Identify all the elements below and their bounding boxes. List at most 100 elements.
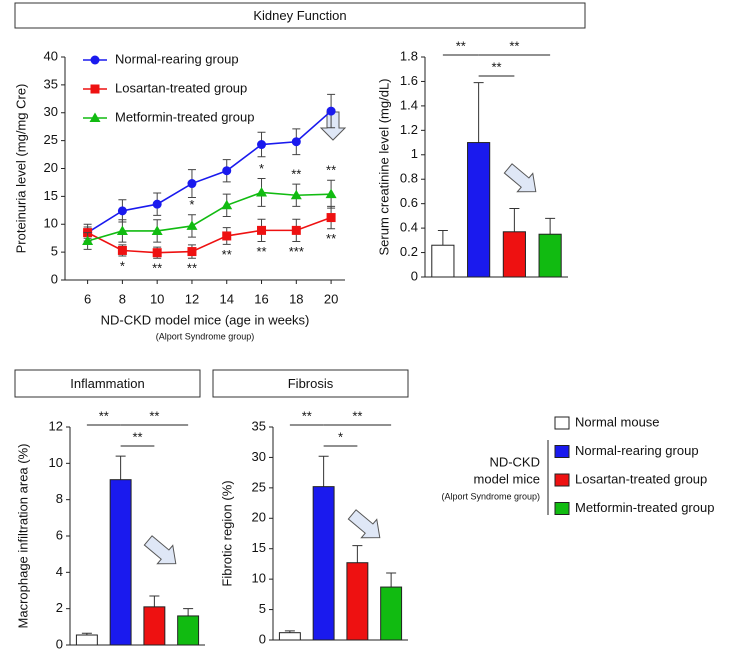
y-axis-label: Serum creatinine level (mg/dL) [376,78,391,255]
marker [326,213,336,223]
x-tick-label: 10 [150,291,164,306]
significance: * [120,258,125,273]
legend-label: Normal mouse [575,414,660,429]
significance: * [189,197,194,212]
bar [346,562,369,641]
y-tick-label: 35 [44,76,58,91]
marker [116,225,128,235]
y-tick-label: 20 [252,510,266,525]
x-tick-label: 20 [324,291,338,306]
y-tick-label: 2 [56,600,63,615]
y-tick-label: 12 [49,418,63,433]
y-tick-label: 40 [44,48,58,63]
marker [256,186,268,197]
y-tick-label: 8 [56,491,63,506]
y-tick-label: 5 [51,244,58,259]
legend-swatch [554,445,570,458]
y-tick-label: 5 [259,601,266,616]
bracket-label: ** [456,38,466,53]
marker [117,245,127,255]
legend-marker [89,112,101,122]
bracket-label: ** [149,408,159,423]
arrow [347,509,381,539]
y-tick-label: 1 [411,146,418,161]
marker [82,235,94,245]
y-tick-label: 25 [252,479,266,494]
x-axis-label: ND-CKD model mice (age in weeks) [101,312,310,327]
bracket-label: ** [132,429,142,444]
section-box [14,369,201,398]
marker [222,231,232,241]
x-tick-label: 6 [84,291,91,306]
arrow [143,535,177,565]
y-tick-label: 0 [411,268,418,283]
y-tick-label: 0.4 [400,220,418,235]
marker [187,247,197,257]
significance: * [259,161,264,176]
legend-group-label: ND-CKD [489,454,540,469]
marker [291,137,301,147]
x-tick-label: 14 [220,291,234,306]
x-tick-label: 18 [289,291,303,306]
legend-marker [90,84,100,94]
y-tick-label: 6 [56,527,63,542]
y-tick-label: 0.6 [400,195,418,210]
bracket-label: ** [509,38,519,53]
error-bar [545,217,556,235]
series-line [87,216,332,254]
marker [152,199,162,209]
y-tick-label: 30 [44,104,58,119]
section-box [14,2,586,29]
marker [221,199,233,210]
arrow [503,163,537,193]
marker [187,179,197,189]
legend-swatch [554,473,570,487]
decor-arrows [143,111,537,565]
series-line [87,110,332,234]
y-tick-label: 1.4 [400,97,418,112]
y-tick-label: 15 [252,540,266,555]
bracket-label: ** [491,59,501,74]
y-tick-label: 10 [252,571,266,586]
legend-label: Metformin-treated group [575,500,714,515]
y-tick-label: 0.8 [400,171,418,186]
bracket-label: ** [352,408,362,423]
error-bar [509,208,520,232]
legend-swatch [554,502,570,515]
bar [431,244,455,278]
legend-label: Metformin-treated group [115,109,254,124]
significance: ** [256,244,266,259]
bar [538,233,562,278]
marker [257,225,267,235]
bar [312,486,335,641]
significance: *** [289,244,304,259]
y-tick-label: 0.2 [400,244,418,259]
significance: ** [187,261,197,276]
error-bar [473,82,484,143]
bar [467,142,491,278]
bracket-label: ** [99,408,109,423]
error-bar [183,608,194,616]
y-tick-label: 1.6 [400,73,418,88]
bar [380,586,403,641]
error-bar [352,545,363,563]
legend-swatch [554,416,570,430]
y-tick-label: 0 [259,631,266,646]
legend-label: Losartan-treated group [575,471,707,486]
bar [143,606,166,646]
legend-label: Losartan-treated group [115,80,247,95]
bracket-label: * [338,429,343,444]
bar [502,231,526,278]
bracket-label: ** [302,408,312,423]
y-axis-label: Fibrotic region (%) [219,480,234,586]
y-tick-label: 1.8 [400,48,418,63]
y-tick-label: 25 [44,132,58,147]
marker [325,188,337,199]
significance: ** [222,247,232,262]
bar [278,632,301,641]
section-box [212,369,409,398]
marker [290,189,302,200]
y-axis-label: Macrophage infiltration area (%) [15,444,30,629]
significance: ** [326,231,336,246]
